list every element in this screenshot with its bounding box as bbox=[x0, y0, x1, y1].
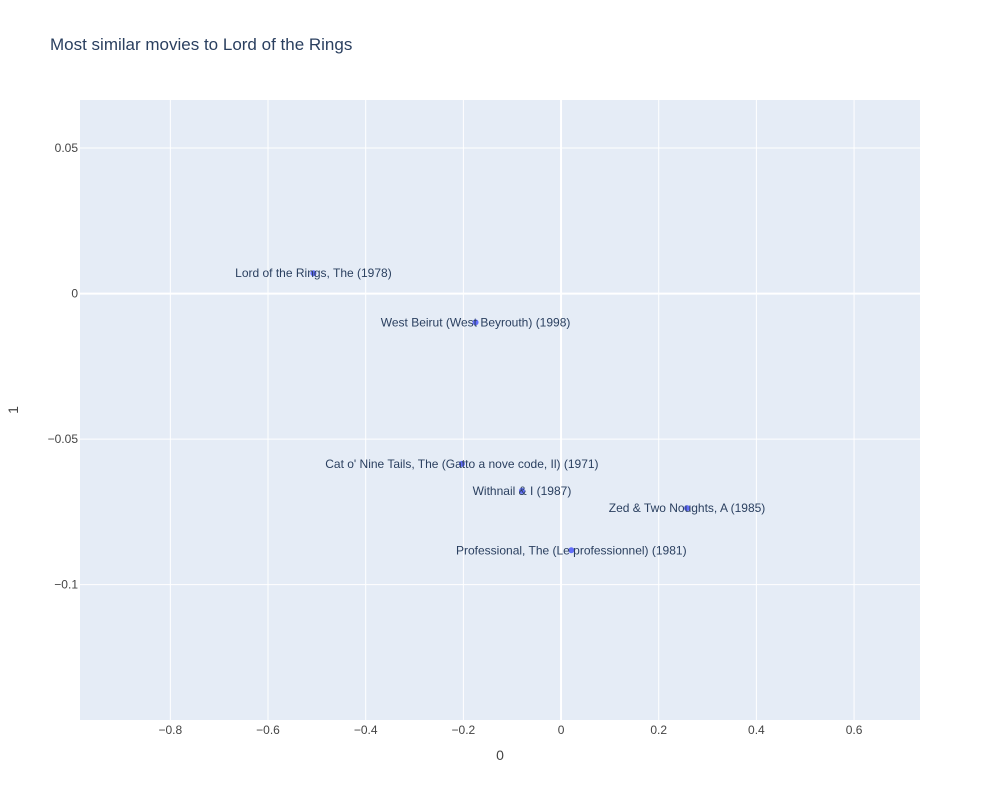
y-axis-ticks: 0.05 0 −0.05 −0.1 bbox=[48, 141, 79, 592]
x-tick-label: −0.6 bbox=[256, 723, 280, 737]
y-tick-label: 0 bbox=[71, 287, 78, 301]
data-point-label: West Beirut (West Beyrouth) (1998) bbox=[381, 315, 571, 329]
data-points: Lord of the Rings, The (1978) West Beirut… bbox=[235, 266, 765, 557]
data-point-marker bbox=[684, 505, 691, 512]
y-tick-label: 0.05 bbox=[55, 141, 79, 155]
x-tick-label: −0.2 bbox=[452, 723, 476, 737]
plot-area bbox=[80, 100, 920, 720]
data-point-label: Withnail & I (1987) bbox=[473, 484, 572, 498]
x-tick-label: −0.4 bbox=[354, 723, 378, 737]
y-axis-title: 1 bbox=[5, 406, 21, 414]
data-point-label: Professional, The (Le professionnel) (19… bbox=[456, 543, 687, 557]
x-tick-label: 0.4 bbox=[748, 723, 765, 737]
data-point-marker bbox=[458, 460, 465, 467]
x-axis-title: 0 bbox=[496, 747, 504, 763]
data-point-marker bbox=[310, 270, 317, 277]
data-point-label: Zed & Two Noughts, A (1985) bbox=[609, 501, 766, 515]
x-tick-label: 0 bbox=[558, 723, 565, 737]
x-tick-label: 0.2 bbox=[650, 723, 667, 737]
x-axis-ticks: −0.8 −0.6 −0.4 −0.2 0 0.2 0.4 0.6 bbox=[158, 723, 862, 737]
data-point-marker bbox=[568, 547, 575, 554]
data-point-label: Lord of the Rings, The (1978) bbox=[235, 266, 392, 280]
data-point-marker bbox=[518, 487, 525, 494]
y-tick-label: −0.1 bbox=[54, 578, 78, 592]
chart-title: Most similar movies to Lord of the Rings bbox=[50, 35, 352, 54]
data-point-marker bbox=[472, 319, 479, 326]
y-gridlines bbox=[80, 147, 920, 586]
x-tick-label: −0.8 bbox=[158, 723, 182, 737]
data-point-label: Cat o' Nine Tails, The (Gatto a nove cod… bbox=[325, 457, 598, 471]
y-tick-label: −0.05 bbox=[48, 432, 79, 446]
x-tick-label: 0.6 bbox=[846, 723, 863, 737]
x-gridlines bbox=[169, 100, 855, 720]
